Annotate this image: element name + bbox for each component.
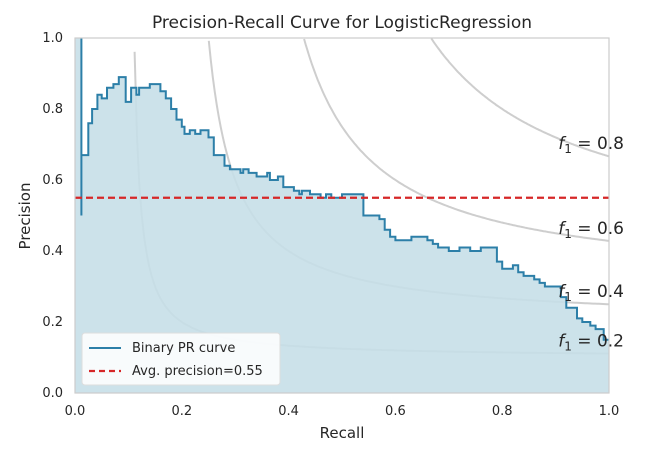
x-tick-label: 0.0 xyxy=(65,404,86,419)
y-axis-label: Precision xyxy=(16,183,34,250)
iso-f1-label: f1 = 0.8 xyxy=(558,134,624,156)
iso-f1-label: f1 = 0.4 xyxy=(558,282,624,304)
pr-curve-area xyxy=(75,38,609,393)
pr-curve-line xyxy=(80,38,609,341)
legend-box xyxy=(81,332,281,386)
plot-frame xyxy=(74,37,610,394)
x-tick-label: 0.4 xyxy=(278,404,299,419)
iso-f1-curve xyxy=(430,38,609,158)
y-tick-label: 0.8 xyxy=(42,102,63,117)
y-tick-label: 0.0 xyxy=(42,386,63,401)
x-tick-label: 0.6 xyxy=(385,404,406,419)
x-axis-label: Recall xyxy=(320,424,365,442)
y-tick-label: 0.2 xyxy=(42,315,63,330)
y-tick-label: 0.4 xyxy=(42,244,63,259)
x-tick-label: 0.8 xyxy=(492,404,513,419)
legend-avg-label: Avg. precision=0.55 xyxy=(132,364,263,379)
x-tick-label: 1.0 xyxy=(599,404,620,419)
legend: Binary PR curve Avg. precision=0.55 xyxy=(81,332,281,386)
x-tick-label: 0.2 xyxy=(171,404,192,419)
iso-f1-label: f1 = 0.6 xyxy=(558,219,624,241)
y-tick-label: 0.6 xyxy=(42,173,63,188)
y-tick-label: 1.0 xyxy=(42,31,63,46)
legend-pr-label: Binary PR curve xyxy=(132,341,235,356)
iso-f1-curve xyxy=(303,38,609,242)
chart-title: Precision-Recall Curve for LogisticRegre… xyxy=(152,13,532,33)
iso-f1-label: f1 = 0.2 xyxy=(558,331,624,353)
